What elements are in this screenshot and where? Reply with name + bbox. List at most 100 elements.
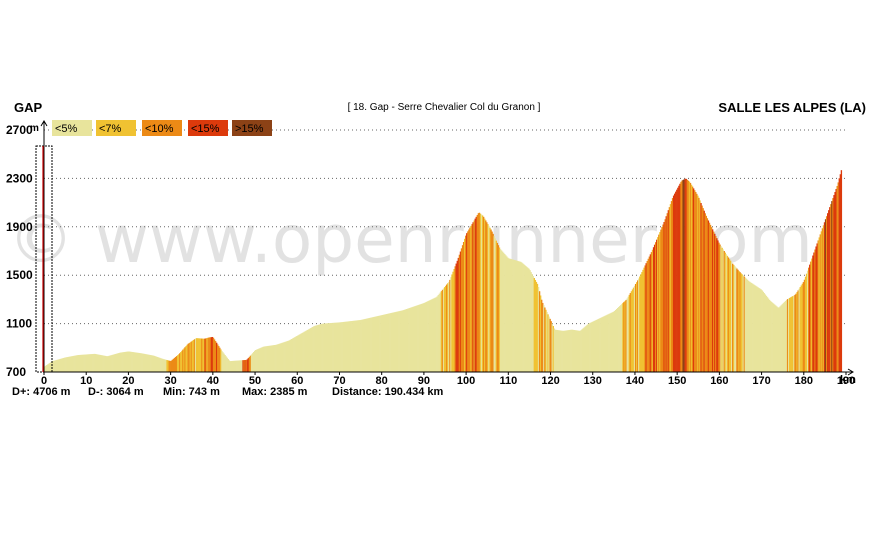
profile-strip	[588, 323, 590, 372]
profile-strip	[721, 247, 723, 372]
profile-strip	[141, 353, 143, 372]
profile-strip	[255, 349, 257, 372]
profile-strip	[679, 183, 681, 372]
profile-strip	[81, 354, 84, 372]
profile-strip	[811, 258, 813, 372]
profile-strip	[634, 283, 637, 372]
profile-strip	[594, 320, 597, 372]
profile-strip	[730, 262, 733, 372]
profile-strip	[170, 360, 172, 372]
profile-strip	[562, 330, 564, 372]
profile-strip	[352, 320, 354, 372]
profile-strip	[680, 181, 682, 372]
profile-strip	[747, 280, 750, 372]
profile-strip	[798, 288, 800, 372]
profile-strip	[318, 324, 320, 372]
profile-strip	[458, 254, 461, 372]
profile-strip	[560, 330, 562, 372]
profile-strip	[188, 343, 190, 372]
profile-strip	[478, 212, 481, 372]
profile-strip	[381, 315, 384, 372]
profile-strip	[76, 355, 79, 372]
profile-strip	[263, 346, 265, 372]
profile-strip	[434, 297, 436, 372]
profile-strip	[660, 229, 662, 372]
profile-strip	[610, 312, 613, 372]
profile-strip	[143, 353, 145, 372]
profile-strip	[587, 324, 589, 372]
profile-strip	[96, 354, 99, 372]
profile-strip	[293, 337, 295, 372]
profile-strip	[46, 365, 48, 372]
profile-strip	[741, 274, 743, 372]
profile-strip	[229, 361, 232, 372]
profile-strip	[442, 288, 445, 372]
profile-strip	[501, 251, 504, 372]
profile-strip	[249, 355, 252, 372]
profile-strip	[482, 216, 485, 372]
profile-strip	[245, 359, 247, 372]
profile-strip	[49, 362, 51, 372]
profile-strip	[524, 265, 526, 372]
profile-strip	[484, 218, 486, 372]
profile-strip	[615, 308, 618, 372]
profile-strip	[703, 210, 705, 372]
profile-strip	[91, 354, 93, 372]
profile-strip	[151, 355, 153, 372]
profile-strip	[44, 366, 46, 372]
start-cursor-box[interactable]	[35, 145, 53, 373]
profile-strip	[520, 262, 523, 372]
profile-strip	[236, 360, 238, 372]
profile-strip	[585, 325, 587, 372]
profile-strip	[528, 268, 530, 372]
profile-strip	[392, 312, 394, 372]
profile-strip	[487, 224, 489, 372]
profile-strip	[735, 267, 737, 372]
y-tick-label: 1100	[6, 317, 32, 331]
profile-strip	[773, 303, 775, 372]
profile-strip	[474, 218, 476, 372]
profile-strip	[71, 356, 73, 372]
profile-strip	[428, 300, 430, 372]
profile-strip	[604, 315, 606, 372]
profile-strip	[840, 170, 843, 372]
profile-strip	[103, 355, 105, 372]
profile-strip	[298, 334, 300, 372]
profile-strip	[552, 326, 554, 372]
profile-strip	[838, 178, 840, 372]
profile-strip	[725, 254, 728, 372]
profile-strip	[266, 346, 269, 372]
profile-strip	[402, 310, 405, 372]
profile-strip	[205, 338, 207, 372]
profile-strip	[748, 281, 751, 372]
profile-strip	[122, 352, 124, 372]
profile-strip	[432, 298, 434, 372]
profile-strip	[719, 244, 721, 372]
profile-strip	[89, 354, 91, 372]
profile-strip	[525, 265, 527, 372]
profile-strip	[50, 362, 52, 372]
profile-strip	[233, 360, 236, 372]
profile-strip	[323, 323, 325, 372]
profile-strip	[768, 299, 771, 372]
profile-strip	[315, 325, 317, 372]
profile-strip	[755, 285, 757, 372]
profile-strip	[119, 352, 122, 372]
profile-strip	[407, 308, 409, 372]
profile-strip	[356, 320, 358, 372]
profile-strip	[353, 320, 355, 372]
profile-strip	[418, 304, 420, 372]
profile-strip	[567, 330, 569, 372]
profile-strip	[59, 358, 62, 372]
y-axis-arrow	[40, 120, 48, 127]
profile-strip	[415, 305, 417, 372]
profile-strip	[522, 263, 524, 372]
profile-strip	[761, 290, 763, 372]
profile-strip	[644, 265, 646, 372]
profile-strip	[676, 189, 678, 372]
profile-strip	[695, 192, 697, 372]
profile-strip	[546, 312, 548, 372]
profile-strip	[734, 266, 736, 372]
profile-strip	[67, 356, 69, 372]
profile-strip	[699, 200, 701, 372]
